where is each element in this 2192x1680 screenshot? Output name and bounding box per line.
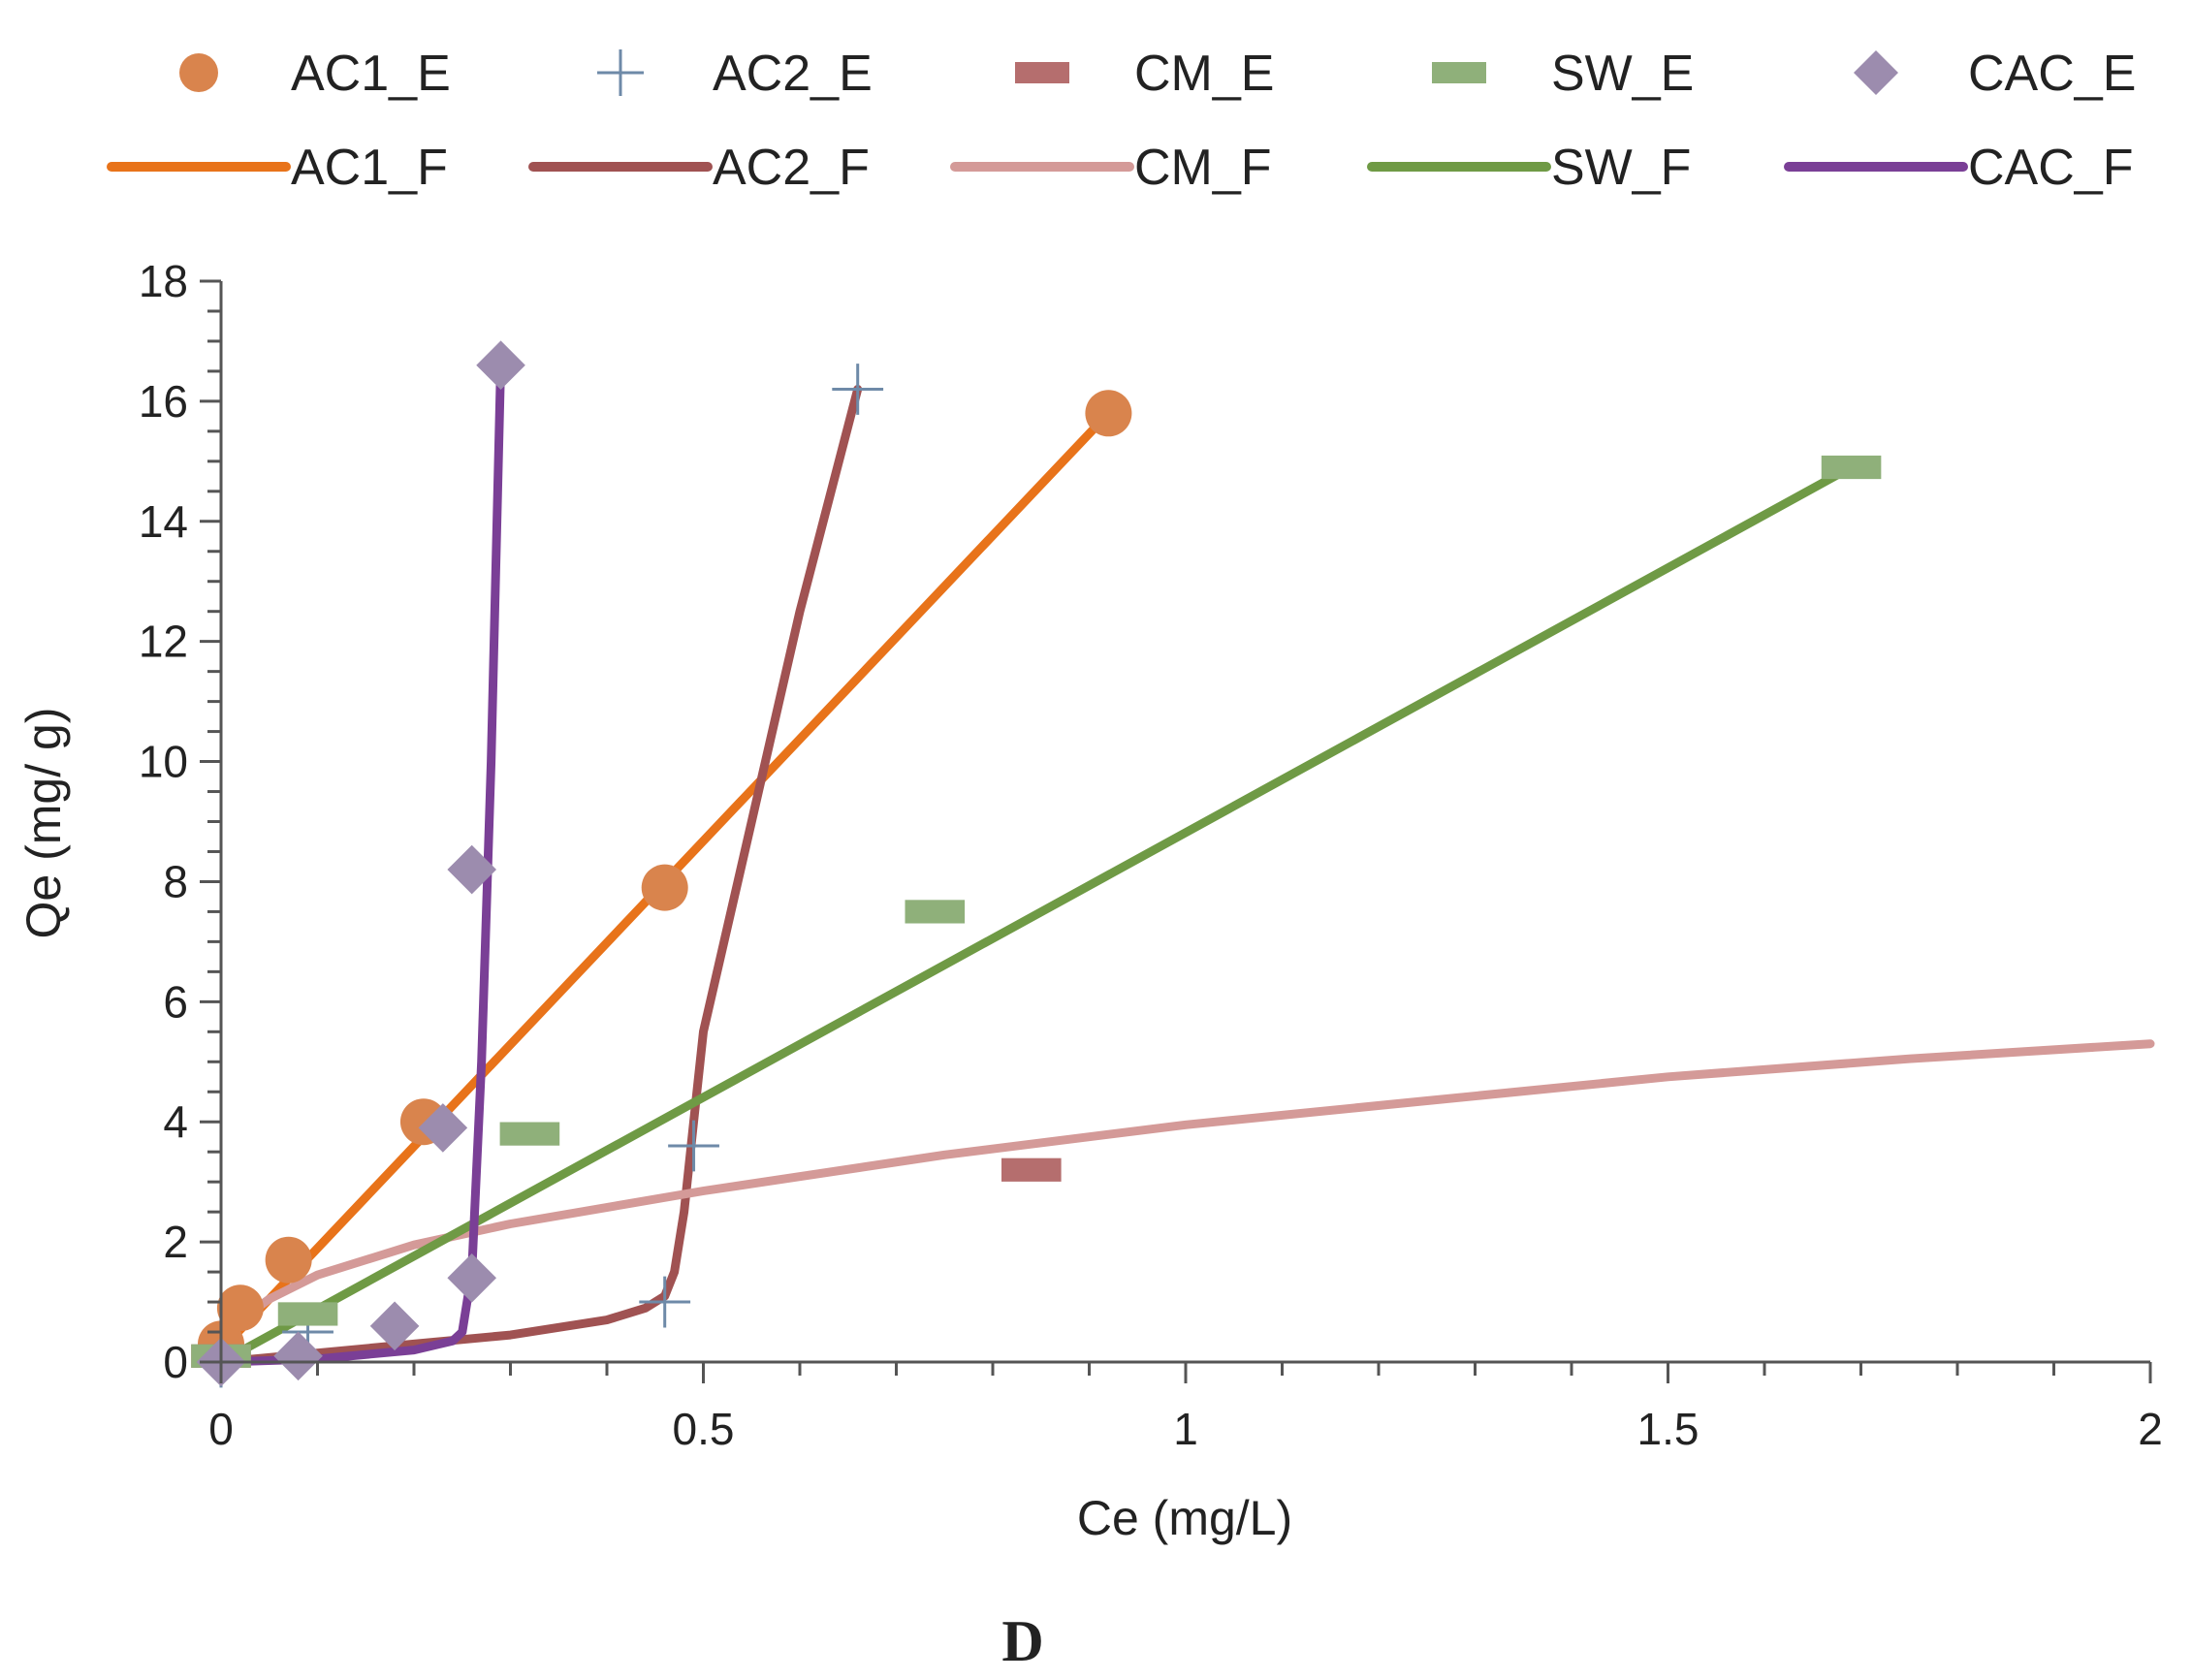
y-tick-label: 14 — [139, 496, 188, 547]
y-tick-label: 4 — [163, 1096, 188, 1147]
axes: 0 0.5 1 1.5 2 0 2 4 6 8 10 12 14 16 18 — [139, 256, 2163, 1454]
legend-label-ac2_f: AC2_F — [713, 140, 870, 196]
panel-label: D — [1001, 1609, 1043, 1673]
x-tick-label: 0 — [208, 1404, 234, 1454]
marker-cac_e — [476, 340, 525, 391]
marker-cac_e — [418, 1103, 468, 1153]
y-tick-label: 10 — [139, 737, 188, 787]
marker-ac1_e — [265, 1236, 312, 1284]
fit-line-sw_f — [216, 462, 1856, 1367]
marker-sw_e — [499, 1122, 560, 1146]
y-tick-label: 12 — [139, 617, 188, 667]
legend: AC1_E AC2_E CM_E SW_E CAC_E AC1_F AC2_F CM_F SW_… — [107, 46, 2136, 196]
fit-line-cm_f — [216, 1039, 2155, 1348]
marker-cac_e — [369, 1301, 420, 1351]
legend-swatch-ac2_e — [597, 49, 644, 96]
legend-label-ac1_f: AC1_F — [291, 140, 448, 196]
legend-label-cac_f: CAC_F — [1968, 140, 2133, 196]
legend-label-cm_f: CM_F — [1134, 140, 1272, 196]
marker-sw_e — [277, 1302, 338, 1326]
x-tick-label: 1.5 — [1637, 1404, 1700, 1454]
y-axis-title: Qe (mg/ g) — [16, 708, 71, 939]
marker-ac1_e — [216, 1284, 264, 1332]
marker-cm_e — [1001, 1157, 1062, 1182]
legend-label-ac2_e: AC2_E — [713, 46, 873, 102]
y-tick-label: 16 — [139, 376, 188, 427]
fitted-curves — [216, 361, 2155, 1367]
marker-ac2_e — [668, 1120, 719, 1172]
experimental-markers — [191, 340, 1882, 1388]
legend-label-sw_f: SW_F — [1551, 140, 1691, 196]
legend-swatch-cac_e — [1854, 50, 1898, 95]
legend-label-cac_e: CAC_E — [1968, 46, 2136, 102]
x-axis-title: Ce (mg/L) — [1077, 1491, 1292, 1545]
legend-swatch-cm_e — [1015, 62, 1069, 83]
y-tick-label: 6 — [163, 976, 188, 1027]
x-tick-label: 1 — [1173, 1404, 1198, 1454]
marker-sw_e — [905, 900, 966, 924]
y-tick-label: 0 — [163, 1337, 188, 1387]
marker-ac1_e — [1085, 390, 1132, 437]
y-tick-label: 8 — [163, 856, 188, 906]
marker-sw_e — [1821, 455, 1882, 480]
legend-label-sw_e: SW_E — [1551, 46, 1694, 102]
legend-label-ac1_e: AC1_E — [291, 46, 451, 102]
marker-cac_e — [273, 1331, 323, 1381]
marker-ac2_e — [832, 364, 884, 415]
marker-cac_e — [447, 844, 496, 895]
legend-swatch-ac1_e — [179, 53, 218, 92]
marker-ac2_e — [639, 1276, 691, 1328]
marker-cac_e — [447, 1252, 496, 1303]
legend-swatch-sw_e — [1432, 62, 1486, 83]
y-tick-label: 2 — [163, 1217, 188, 1267]
y-tick-label: 18 — [139, 256, 188, 306]
x-tick-label: 0.5 — [673, 1404, 735, 1454]
legend-label-cm_e: CM_E — [1134, 46, 1274, 102]
marker-ac1_e — [641, 864, 688, 911]
x-tick-label: 2 — [2138, 1404, 2163, 1454]
